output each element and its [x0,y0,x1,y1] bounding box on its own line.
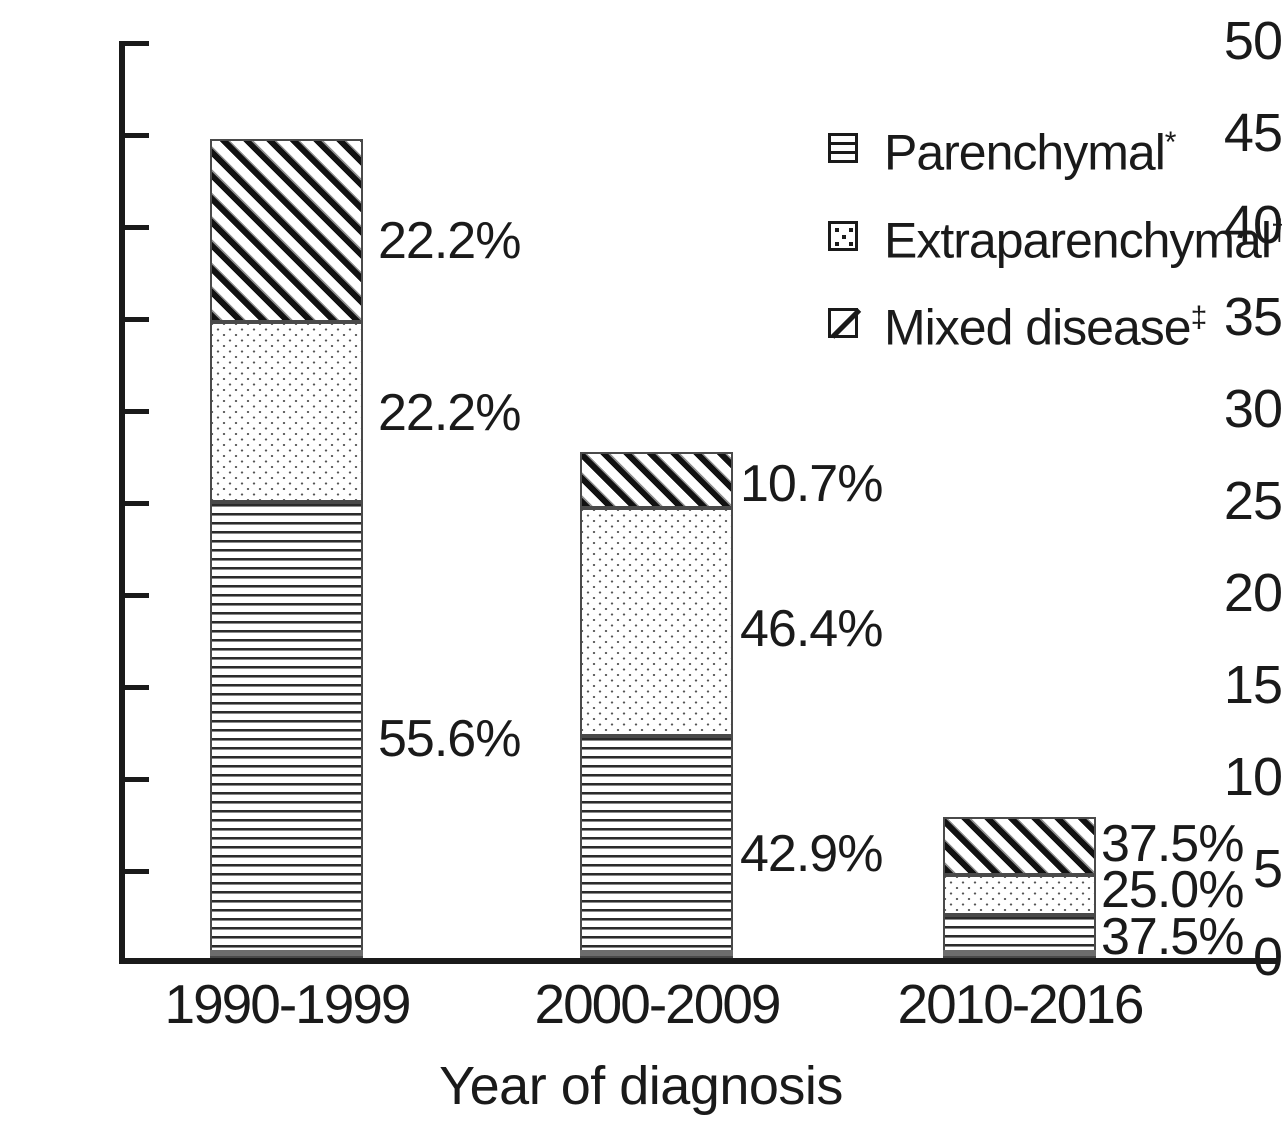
x-tick-1990-1999 [210,950,363,956]
y-tick-10 [125,777,149,782]
bar-1990-1999 [210,139,363,958]
segment-extraparenchymal-2000-2009 [580,508,733,736]
y-tick-35 [125,317,149,322]
y-tick-50 [125,41,149,46]
value-label-parenchymal-2000-2009: 42.9% [740,825,883,883]
horizontal-lines-swatch-icon [828,133,858,163]
value-label-mixed-1990-1999: 22.2% [378,212,521,270]
value-label-extraparenchymal-2000-2009: 46.4% [740,600,883,658]
y-tick-label-30: 30 [1223,379,1282,439]
segment-mixed-2010-2016 [943,817,1096,875]
segment-parenchymal-1990-1999 [210,502,363,958]
y-tick-40 [125,225,149,230]
bar-2000-2009 [580,452,733,958]
value-label-extraparenchymal-1990-1999: 22.2% [378,384,521,442]
segment-mixed-1990-1999 [210,139,363,322]
value-label-parenchymal-2010-2016: 37.5% [1101,908,1244,966]
x-axis-line [119,958,1280,964]
y-tick-45 [125,133,149,138]
legend-item-mixed-disease[interactable]: Mixed disease‡ [828,295,1208,356]
segment-parenchymal-2000-2009 [580,736,733,958]
y-tick-30 [125,409,149,414]
bar-2010-2016 [943,817,1096,958]
y-tick-label-25: 25 [1223,471,1282,531]
x-tick-2010-2016 [943,950,1096,956]
dots-swatch-icon [828,221,858,251]
y-tick-label-5: 5 [1252,839,1282,899]
value-label-extraparenchymal-2010-2016: 25.0% [1101,861,1244,919]
legend-label-extraparenchymal: Extraparenchymal† [884,212,1282,269]
segment-extraparenchymal-2010-2016 [943,875,1096,915]
segment-extraparenchymal-1990-1999 [210,322,363,502]
x-tick-label-2010-2016: 2010-2016 [897,973,1144,1035]
y-tick-20 [125,593,149,598]
value-label-parenchymal-1990-1999: 55.6% [378,710,521,768]
value-label-mixed-2000-2009: 10.7% [740,455,883,513]
y-tick-label-50: 50 [1223,11,1282,71]
y-tick-label-45: 45 [1223,103,1282,163]
legend-item-extraparenchymal[interactable]: Extraparenchymal† [828,208,1282,269]
x-tick-2000-2009 [580,950,733,956]
segment-mixed-2000-2009 [580,452,733,508]
x-tick-label-1990-1999: 1990-1999 [164,973,411,1035]
y-axis-line [119,41,125,964]
x-axis-title: Year of diagnosis [439,1056,843,1116]
value-label-mixed-2010-2016: 37.5% [1101,815,1244,873]
legend-item-parenchymal[interactable]: Parenchymal* [828,120,1177,181]
y-tick-label-20: 20 [1223,563,1282,623]
x-tick-label-2000-2009: 2000-2009 [534,973,781,1035]
y-tick-25 [125,501,149,506]
legend-label-parenchymal: Parenchymal* [884,124,1177,181]
y-tick-label-10: 10 [1223,747,1282,807]
y-tick-15 [125,685,149,690]
y-tick-label-35: 35 [1223,287,1282,347]
y-tick-label-0: 0 [1252,927,1282,987]
y-tick-5 [125,869,149,874]
y-tick-label-40: 40 [1223,195,1282,255]
diagonal-hatch-swatch-icon [828,308,862,339]
y-tick-label-15: 15 [1223,655,1282,715]
legend-label-mixed-disease: Mixed disease‡ [884,299,1208,356]
